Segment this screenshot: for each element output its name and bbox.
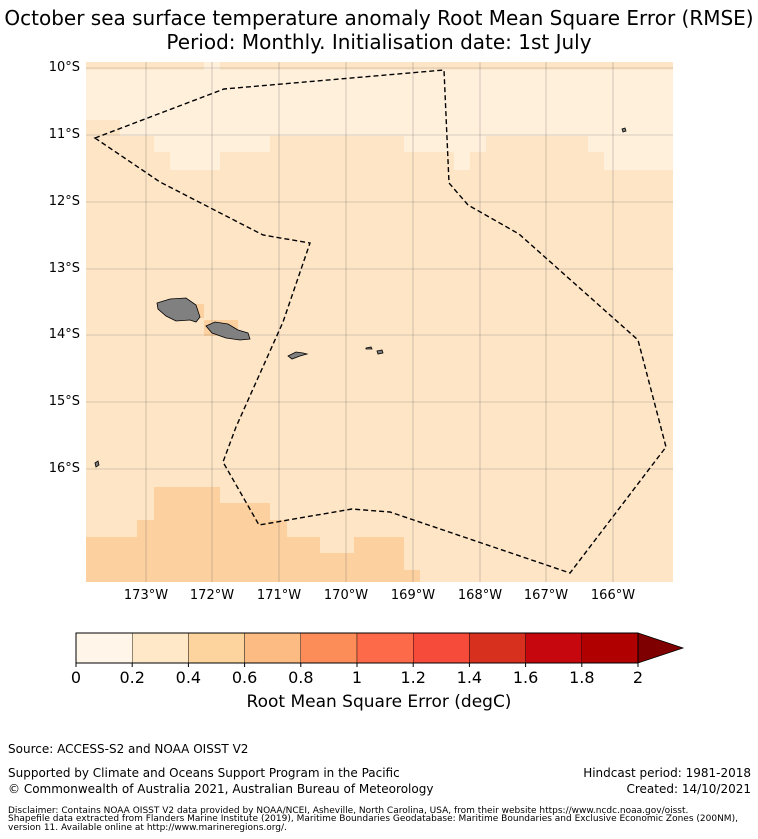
colorbar-tick-label: 0.6 (231, 668, 258, 687)
colorbar-cell (244, 632, 302, 664)
lat-label: 10°S (48, 60, 80, 75)
colorbar-tick-label: 1.4 (456, 668, 483, 687)
disclaimer-line-3: version 11. Available online at http://w… (8, 823, 287, 833)
lon-label: 168°W (457, 588, 503, 603)
island-small-west (94, 460, 100, 468)
lon-label: 167°W (523, 588, 569, 603)
lon-label: 169°W (390, 588, 436, 603)
colorbar-tick-label: 0.8 (288, 668, 314, 687)
island-upolu (205, 321, 251, 341)
colorbar-label: Root Mean Square Error (degC) (246, 692, 512, 712)
colorbar-tick-label: 1.8 (569, 668, 595, 687)
island-savaii (156, 297, 201, 323)
field-low-top (86, 62, 673, 170)
colorbar-tick-label: 1.6 (512, 668, 539, 687)
colorbar-tick-label: 1.2 (400, 668, 426, 687)
support-text: Supported by Climate and Oceans Support … (8, 766, 400, 780)
island-tutuila (287, 351, 309, 360)
hindcast-text: Hindcast period: 1981-2018 (583, 766, 751, 780)
created-text: Created: 14/10/2021 (626, 782, 751, 796)
lat-label: 12°S (48, 194, 80, 209)
island-swains (621, 127, 627, 133)
colorbar-cell (131, 632, 189, 664)
rmse-map (86, 62, 673, 582)
chart-title-line-2: Period: Monthly. Initialisation date: 1s… (166, 30, 592, 54)
colorbar-cell (469, 632, 526, 664)
colorbar-tick-label: 0.2 (119, 668, 145, 687)
eez-boundary (93, 69, 667, 574)
lon-label: 172°W (189, 588, 235, 603)
colorbar-frame (75, 632, 639, 664)
colorbar-tick-marks (75, 663, 639, 667)
colorbar-cells (75, 632, 639, 664)
colorbar-cell (413, 632, 470, 664)
field-high-bottom (86, 487, 420, 582)
disclaimer-line-2: Shapefile data extracted from Flanders M… (8, 814, 738, 824)
lat-label: 15°S (48, 394, 80, 409)
disclaimer-line-1: Disclaimer: Contains NOAA OISST V2 data … (8, 806, 689, 816)
colorbar-cell (188, 632, 245, 664)
lat-label: 14°S (48, 327, 80, 342)
lon-label: 171°W (256, 588, 302, 603)
field-high-patch (196, 304, 204, 318)
colorbar-cell (356, 632, 414, 664)
lon-label: 170°W (323, 588, 369, 603)
colorbar-tick-label: 1 (351, 668, 363, 687)
copyright-text: © Commonwealth of Australia 2021, Austra… (8, 782, 434, 796)
colorbar-tick-label: 0 (70, 668, 82, 687)
chart-title-line-1: October sea surface temperature anomaly … (4, 6, 754, 30)
colorbar-cell (581, 632, 639, 664)
island-manua-1 (365, 346, 373, 350)
lat-label: 13°S (48, 261, 80, 276)
land (94, 127, 627, 468)
colorbar-extend-arrow (637, 632, 685, 664)
lat-label: 11°S (48, 127, 80, 142)
lon-label: 173°W (123, 588, 169, 603)
colorbar-tick-label: 0.4 (175, 668, 202, 687)
lon-label: 166°W (590, 588, 636, 603)
colorbar-cell (525, 632, 582, 664)
colorbar-tick-label: 2 (632, 668, 644, 687)
colorbar-cell (300, 632, 358, 664)
colorbar-cell (75, 632, 133, 664)
island-manua-2 (376, 349, 384, 355)
lat-label: 16°S (48, 461, 80, 476)
gridlines (86, 62, 673, 582)
source-text: Source: ACCESS-S2 and NOAA OISST V2 (8, 742, 249, 756)
